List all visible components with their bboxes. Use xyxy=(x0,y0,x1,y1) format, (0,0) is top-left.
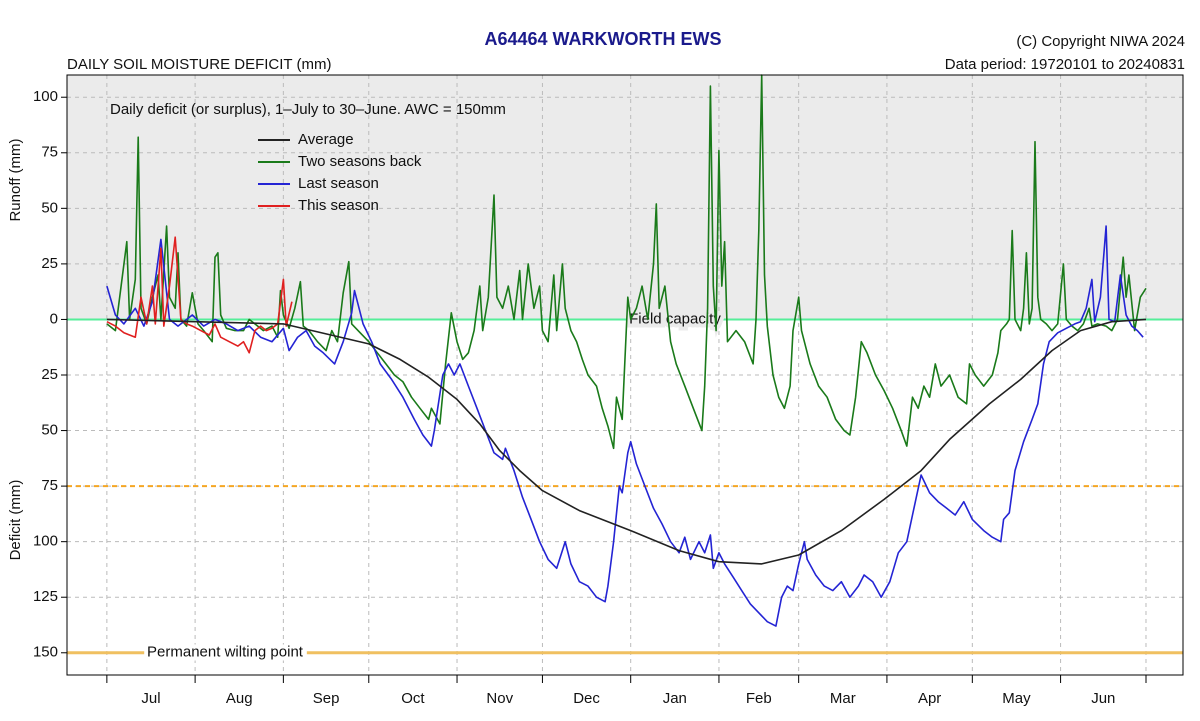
chart-title: A64464 WARKWORTH EWS xyxy=(484,29,721,49)
legend-label: Last season xyxy=(298,175,379,192)
legend-label: Two seasons back xyxy=(298,153,422,170)
x-tick-label: Apr xyxy=(918,690,941,707)
y-axis-label: Runoff (mm) xyxy=(7,138,24,221)
data-period: Data period: 19720101 to 20240831 xyxy=(945,56,1185,73)
y-tick-label: 0 xyxy=(50,310,58,327)
y-tick-label: 100 xyxy=(33,88,58,105)
x-tick-label: Dec xyxy=(573,690,600,707)
y-tick-label: 25 xyxy=(41,255,58,272)
series-line xyxy=(106,236,293,354)
y-axis-label: Deficit (mm) xyxy=(7,480,24,561)
y-tick-label: 125 xyxy=(33,588,58,605)
x-tick-label: Oct xyxy=(401,690,425,707)
x-tick-label: Jun xyxy=(1091,690,1115,707)
x-tick-label: Sep xyxy=(313,690,340,707)
y-tick-label: 25 xyxy=(41,366,58,383)
runoff-background xyxy=(67,75,1183,320)
y-tick-label: 50 xyxy=(41,422,58,439)
copyright: (C) Copyright NIWA 2024 xyxy=(1016,33,1185,50)
chart-subtitle: DAILY SOIL MOISTURE DEFICIT (mm) xyxy=(67,56,331,73)
x-tick-label: Feb xyxy=(746,690,772,707)
legend-label: This season xyxy=(298,197,379,214)
x-tick-label: Aug xyxy=(226,690,253,707)
annotation: Daily deficit (or surplus), 1–July to 30… xyxy=(110,101,506,118)
plot-frame xyxy=(66,74,1184,676)
legend-label: Average xyxy=(298,131,354,148)
series-line xyxy=(106,318,1147,565)
y-tick-label: 75 xyxy=(41,477,58,494)
x-tick-label: Jul xyxy=(141,690,160,707)
y-tick-label: 75 xyxy=(41,144,58,161)
x-tick-label: Jan xyxy=(663,690,687,707)
y-tick-label: 50 xyxy=(41,199,58,216)
series-line xyxy=(106,225,1144,627)
x-tick-label: Nov xyxy=(486,690,513,707)
x-tick-label: Mar xyxy=(830,690,856,707)
reference-label: Field capacity xyxy=(629,310,721,327)
y-tick-label: 100 xyxy=(33,533,58,550)
x-tick-label: May xyxy=(1002,690,1031,707)
reference-label: Permanent wilting point xyxy=(147,644,304,661)
y-tick-label: 150 xyxy=(33,644,58,661)
